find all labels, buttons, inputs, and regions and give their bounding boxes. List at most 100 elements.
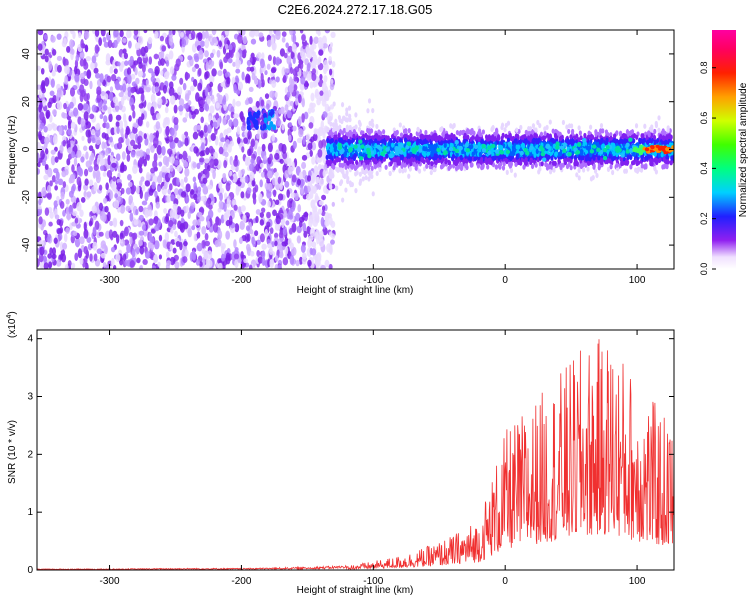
spectral-cell	[183, 103, 189, 109]
spectral-cell	[55, 171, 60, 181]
spectral-cell	[38, 104, 42, 113]
spectral-cell	[494, 164, 499, 170]
spectral-cell	[255, 112, 260, 119]
spectral-cell	[312, 186, 317, 194]
spectral-cell	[354, 188, 358, 194]
spectral-cell	[661, 129, 665, 136]
spectral-cell	[303, 82, 310, 88]
spectral-cell	[126, 243, 131, 254]
spectral-cell	[162, 121, 167, 129]
spectral-cell	[316, 260, 321, 267]
spectral-cell	[59, 241, 64, 251]
spectral-cell	[193, 53, 200, 60]
spectral-cell	[86, 69, 92, 80]
spectral-cell	[185, 112, 189, 119]
spectral-cell	[312, 133, 318, 142]
spectral-cell	[241, 71, 245, 81]
spectral-cell	[146, 153, 150, 161]
spectral-cell	[586, 166, 590, 172]
spectral-cell	[37, 84, 42, 90]
spectral-cell	[154, 224, 160, 232]
spectral-cell	[56, 195, 60, 202]
spectral-cell	[199, 129, 204, 139]
spectral-cell	[286, 91, 291, 98]
spectral-cell	[243, 258, 248, 264]
spectral-cell	[311, 68, 316, 75]
spectral-cell	[192, 219, 198, 227]
spectral-cell	[283, 52, 288, 59]
spectral-cell	[100, 252, 106, 259]
spectral-cell	[50, 155, 56, 166]
spectral-cell	[64, 264, 69, 269]
spectral-cell	[378, 166, 382, 173]
spectral-cell	[116, 126, 120, 134]
spectral-cell	[113, 39, 118, 49]
spectral-cell	[107, 39, 113, 49]
spectral-cell	[264, 228, 269, 239]
spectral-cell	[331, 201, 335, 207]
spectral-cell	[117, 182, 123, 188]
spectral-cell	[165, 251, 170, 258]
spectral-cell	[193, 193, 198, 201]
spectral-cell	[136, 257, 141, 264]
spectral-cell	[83, 221, 87, 232]
spectral-cell	[366, 108, 370, 114]
spectral-cell	[123, 52, 129, 60]
spectral-cell	[266, 163, 271, 170]
spectral-cell	[318, 238, 325, 247]
spectral-cell	[130, 139, 136, 147]
spectral-cell	[284, 181, 290, 188]
spectral-cell	[90, 129, 96, 136]
spectral-cell	[384, 164, 388, 170]
spectral-cell	[209, 81, 214, 88]
spectral-cell	[259, 233, 265, 243]
spectral-cell	[242, 49, 247, 55]
spectral-cell	[109, 66, 114, 74]
spectral-cell	[367, 176, 371, 182]
spectral-cell	[88, 179, 94, 187]
spectral-cell	[236, 126, 241, 135]
spectral-cell	[344, 187, 348, 193]
spectral-cell	[95, 169, 101, 180]
spectral-cell	[37, 208, 42, 216]
spectral-cell	[311, 62, 316, 69]
spectral-cell	[301, 161, 307, 170]
spectral-cell	[74, 73, 80, 83]
spectral-cell	[191, 105, 195, 112]
spectral-cell	[273, 189, 277, 198]
spectral-cell	[138, 239, 143, 247]
spectral-cell	[101, 90, 106, 97]
spectral-cell	[74, 252, 79, 262]
spectral-cell	[364, 175, 368, 181]
spectral-cell	[165, 127, 170, 137]
spectral-cell	[239, 110, 244, 121]
spectral-cell	[115, 121, 120, 128]
spectral-cell	[230, 175, 234, 181]
spectral-cell	[86, 191, 92, 198]
spectral-cell	[80, 89, 86, 98]
spectral-cell	[375, 123, 379, 130]
spectral-cell	[312, 206, 317, 213]
spectral-cell	[106, 32, 111, 41]
spectral-cell	[37, 161, 41, 168]
spectral-cell	[160, 70, 164, 76]
spectral-cell	[94, 44, 100, 54]
spectral-cell	[214, 240, 220, 248]
spectral-cell	[519, 124, 523, 131]
spectral-cell	[37, 168, 40, 175]
spectral-cell	[652, 134, 657, 141]
spectral-cell	[84, 44, 89, 53]
figure-title: C2E6.2024.272.17.18.G05	[278, 2, 433, 17]
spectral-cell	[632, 133, 637, 139]
spectral-cell	[141, 200, 148, 206]
spectral-cell	[220, 137, 226, 143]
spectral-cell	[148, 56, 153, 65]
spectral-cell	[323, 75, 328, 83]
spectral-cell	[223, 192, 228, 200]
spectral-cell	[388, 170, 392, 177]
spectral-cell	[192, 176, 197, 183]
spectral-cell	[101, 141, 106, 150]
spectral-cell	[232, 98, 236, 109]
spectral-cell	[130, 151, 136, 158]
spectral-cell	[599, 128, 603, 134]
